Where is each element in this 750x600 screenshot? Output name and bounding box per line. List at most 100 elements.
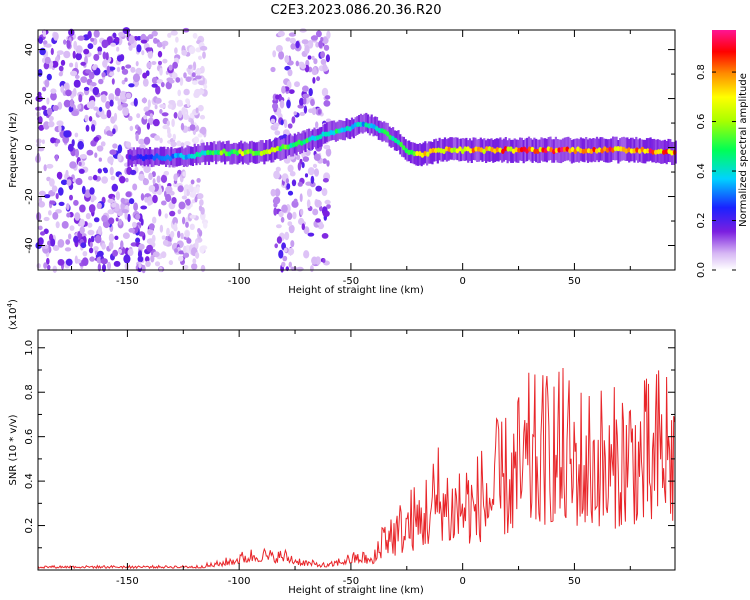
spectrogram-heatmap: [35, 27, 677, 274]
noise-blob: [151, 30, 158, 37]
noise-blob: [88, 116, 93, 122]
noise-blob: [37, 116, 43, 124]
ridge-core: [659, 148, 663, 154]
noise-blob: [145, 47, 153, 52]
noise-blob: [195, 107, 199, 114]
spectrogram-y-label: Frequency (Hz): [8, 112, 19, 188]
ridge-core: [291, 142, 296, 148]
noise-blob: [285, 178, 289, 184]
noise-blob: [78, 168, 85, 174]
noise-blob: [97, 46, 103, 53]
y-tick-label: 20: [24, 92, 35, 105]
ridge-core: [468, 148, 473, 154]
noise-blob: [101, 72, 106, 78]
ridge-core: [243, 149, 248, 155]
ridge-core: [444, 146, 449, 152]
ridge-core: [565, 146, 570, 152]
ridge-core: [578, 148, 583, 154]
noise-blob: [67, 143, 74, 152]
x-tick-label: 0: [459, 276, 465, 287]
ridge-core: [490, 147, 495, 153]
y-tick-label: -20: [24, 188, 35, 204]
ridge-core: [495, 147, 500, 153]
noise-blob: [138, 261, 142, 269]
noise-blob: [310, 35, 318, 41]
noise-blob: [65, 258, 73, 266]
noise-blob: [102, 51, 107, 60]
noise-blob: [272, 50, 277, 58]
noise-blob: [122, 27, 130, 35]
noise-blob: [157, 50, 163, 58]
noise-blob: [93, 29, 100, 38]
noise-blob: [61, 221, 69, 229]
noise-blob: [183, 72, 187, 79]
noise-blob: [306, 188, 313, 198]
noise-blob: [39, 47, 46, 56]
noise-blob: [155, 97, 162, 104]
ridge-core: [501, 148, 505, 154]
noise-blob: [80, 61, 86, 66]
noise-blob: [136, 113, 141, 119]
ridge-core: [603, 146, 607, 152]
ridge-core: [401, 145, 406, 151]
noise-blob: [145, 260, 151, 267]
noise-blob: [138, 173, 145, 181]
x-tick-label: -50: [343, 276, 359, 287]
x-tick-label: 0: [459, 576, 465, 587]
x-tick-label: -150: [116, 576, 139, 587]
noise-blob: [72, 87, 77, 97]
y-tick-label: 0.4: [24, 473, 35, 489]
noise-blob: [55, 139, 61, 144]
noise-blob: [301, 162, 305, 169]
noise-blob: [117, 104, 123, 111]
noise-blob: [310, 265, 314, 273]
noise-blob: [100, 258, 108, 265]
ridge-core: [348, 126, 352, 132]
noise-blob: [137, 266, 142, 272]
ridge-core: [141, 156, 146, 162]
noise-blob: [182, 216, 186, 225]
noise-blob: [146, 61, 152, 69]
noise-blob: [141, 264, 146, 274]
noise-blob: [281, 204, 288, 213]
ridge-core: [527, 146, 532, 152]
noise-blob: [116, 46, 120, 52]
snr-frame: [37, 329, 676, 571]
noise-blob: [322, 36, 329, 45]
noise-blob: [37, 147, 45, 152]
noise-blob: [151, 171, 156, 178]
noise-blob: [170, 141, 177, 147]
noise-blob: [177, 185, 184, 193]
ridge-core: [439, 148, 444, 154]
noise-blob: [192, 32, 198, 39]
snr-multiplier-close: ): [8, 299, 19, 303]
noise-blob: [316, 76, 321, 82]
noise-blob: [83, 86, 90, 91]
ridge-core: [584, 148, 588, 154]
ridge-core: [200, 150, 205, 156]
noise-blob: [174, 47, 178, 54]
noise-blob: [73, 199, 79, 206]
noise-blob: [190, 118, 194, 126]
ridge-core: [160, 155, 165, 161]
noise-blob: [281, 85, 286, 94]
noise-blob: [108, 217, 115, 225]
ridge-core: [423, 151, 427, 157]
noise-blob: [100, 94, 107, 103]
colorbar-ticks: 0.0 0.2 0.4 0.6 0.8: [696, 64, 736, 278]
noise-blob: [273, 170, 280, 180]
ridge-core: [595, 148, 599, 154]
noise-blob: [152, 178, 156, 185]
noise-blob: [301, 223, 305, 231]
ridge-core: [530, 146, 535, 152]
noise-blob: [185, 198, 191, 206]
noise-blob: [188, 46, 196, 55]
ridge-core: [324, 131, 328, 137]
noise-blob: [275, 94, 280, 100]
noise-blob: [287, 221, 293, 227]
ridge-core: [621, 146, 626, 152]
noise-blob: [159, 137, 163, 144]
noise-blob: [137, 255, 144, 263]
noise-blob: [162, 58, 168, 64]
noise-blob: [109, 71, 115, 77]
